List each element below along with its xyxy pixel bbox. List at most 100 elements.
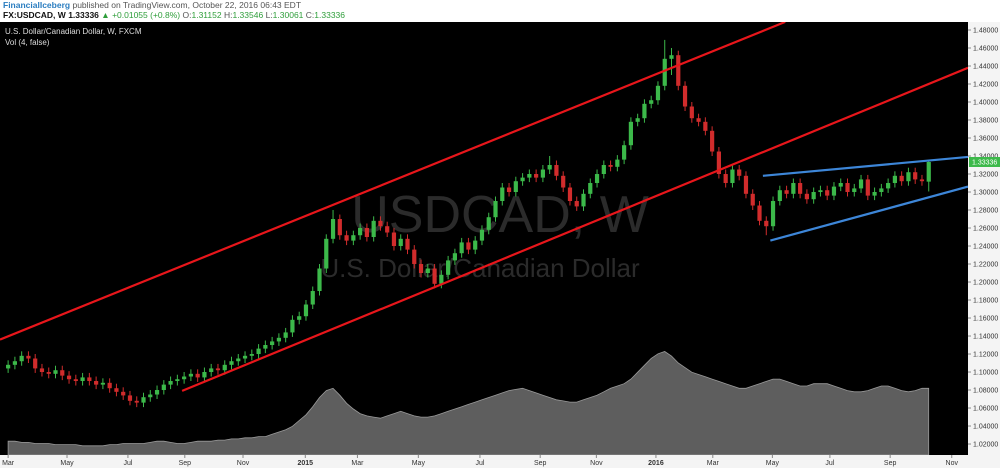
candle-body (743, 175, 749, 194)
change: ▲ +0.01055 (+0.8%) (101, 10, 181, 20)
candle-body (195, 373, 200, 378)
candle-body (567, 187, 573, 202)
y-tick-label: 1.46000 (973, 46, 998, 53)
candle-body (161, 384, 166, 391)
candle-body (114, 388, 119, 392)
ohlc-value: 1.33546 (232, 10, 264, 20)
candle-body (865, 179, 870, 196)
x-tick-label: Nov (946, 460, 959, 467)
trendline (770, 185, 968, 242)
candle-body (513, 181, 518, 193)
chart-title: U.S. Dollar/Canadian Dollar, W, FXCM (5, 27, 142, 36)
candle-body (452, 253, 457, 261)
candle-body (886, 183, 891, 189)
candle-body (446, 260, 451, 275)
header-line: FinancialIceberg published on TradingVie… (0, 0, 1000, 10)
candle-body (33, 358, 38, 369)
candle-body (358, 228, 363, 236)
candle-body (391, 232, 397, 247)
candle-body (175, 379, 180, 382)
ohlc-label: O: (182, 10, 192, 20)
candle-body (682, 85, 688, 107)
y-tick-label: 1.04000 (973, 424, 998, 431)
candle-body (405, 238, 410, 250)
y-tick-label: 1.36000 (973, 136, 998, 143)
y-tick-label: 1.18000 (973, 298, 998, 305)
candle-body (303, 304, 309, 317)
candle-body (737, 169, 742, 176)
candle-body (852, 188, 857, 193)
candle-body (215, 368, 221, 371)
candle-body (242, 355, 248, 359)
volume-area (7, 351, 930, 455)
candle-body (500, 187, 505, 202)
y-tick-label: 1.22000 (973, 262, 998, 269)
candle-body (256, 348, 261, 355)
candle-body (378, 220, 383, 227)
candle-body (831, 186, 837, 196)
candle-body (689, 106, 694, 119)
candle-body (283, 332, 288, 338)
candle-body (547, 165, 552, 170)
y-tick-label: 1.42000 (973, 82, 998, 89)
candle-body (716, 151, 721, 175)
y-tick-label: 1.40000 (973, 100, 998, 107)
candle-body (635, 118, 640, 122)
candle-body (60, 370, 65, 376)
candle-body (608, 165, 613, 167)
candle-body (642, 103, 647, 119)
candle-body (73, 379, 78, 382)
candle-body (615, 159, 620, 167)
y-tick-label: 1.06000 (973, 406, 998, 413)
candle-body (845, 183, 850, 193)
candle-body (107, 382, 112, 389)
candle-body (154, 390, 160, 395)
x-tick-label: Jul (825, 460, 834, 467)
y-tick-label: 1.10000 (973, 370, 998, 377)
header: FinancialIceberg published on TradingVie… (0, 0, 1000, 22)
candle-body (710, 130, 715, 152)
candle-body (188, 373, 193, 377)
y-tick-label: 1.16000 (973, 316, 998, 323)
last: 1.33336 (68, 10, 99, 20)
candle-body (601, 165, 606, 175)
candle-body (818, 190, 823, 193)
x-tick-label: Mar (707, 460, 720, 467)
candle-body (412, 249, 417, 265)
candle-body (777, 190, 782, 202)
candle-body (764, 220, 769, 227)
ohlc-label: C: (305, 10, 315, 20)
candle-body (879, 188, 884, 193)
candle-body (757, 205, 762, 221)
candle-body (202, 372, 207, 378)
candle-body (351, 235, 356, 241)
candle-body (249, 354, 254, 356)
x-tick-label: 2016 (648, 460, 664, 467)
published: published on TradingView.com, October 22… (72, 0, 302, 10)
candle-body (872, 192, 877, 196)
candle-body (493, 201, 498, 218)
candle-body (622, 145, 627, 160)
author[interactable]: FinancialIceberg (3, 0, 71, 10)
last-price-label: 1.33336 (972, 159, 997, 166)
candle-body (46, 372, 51, 374)
x-tick-label: Jul (475, 460, 484, 467)
candle-body (6, 364, 11, 369)
candle-body (899, 175, 904, 182)
candle-body (561, 175, 566, 188)
y-tick-label: 1.14000 (973, 334, 998, 341)
candle-body (385, 226, 390, 233)
candle-body (80, 377, 85, 382)
candle-body (466, 242, 471, 250)
candle-body (784, 190, 789, 194)
ohlc-label: H: (223, 10, 233, 20)
trendline (181, 66, 968, 392)
candle-body (236, 358, 241, 362)
x-tick-label: Nov (590, 460, 603, 467)
x-tick-label: Sep (534, 460, 547, 467)
candle-body (297, 316, 302, 320)
candle-body (100, 382, 105, 385)
x-tick-label: Mar (351, 460, 364, 467)
candle-body (263, 345, 268, 349)
